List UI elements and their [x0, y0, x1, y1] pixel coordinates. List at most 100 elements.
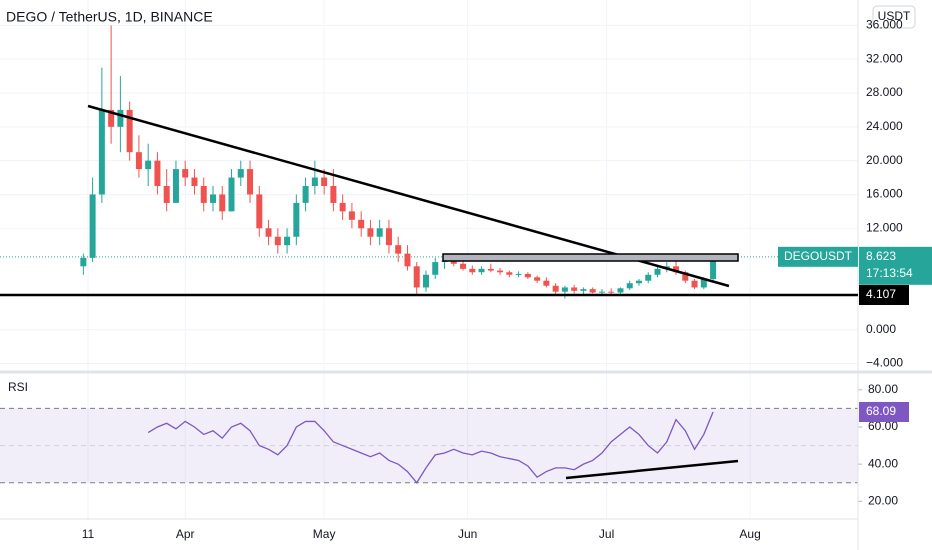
y-tick-label: 20.000 [866, 153, 903, 167]
x-tick-label: Jul [599, 527, 614, 541]
resistance-zone [442, 253, 739, 262]
candle-body [98, 109, 105, 195]
rsi-pane [0, 389, 862, 502]
candle-body [673, 266, 680, 273]
candle-body [367, 228, 374, 237]
candle-body [413, 266, 420, 288]
candle-body [589, 289, 596, 293]
candle-body [543, 280, 550, 286]
price-tag [859, 246, 932, 285]
candle-body [645, 274, 652, 281]
rsi-tag [859, 401, 909, 422]
candle-body [487, 268, 494, 271]
candle-body [422, 274, 429, 288]
rsi-tick-label: 60.00 [868, 419, 898, 433]
x-tick-label: May [313, 527, 336, 541]
candle-body [710, 257, 717, 279]
y-tick-label: 16.000 [866, 187, 903, 201]
candle-body [126, 109, 133, 153]
y-tick-label: 12.000 [866, 220, 903, 234]
chart-title: DEGO / TetherUS, 1D, BINANCE [6, 9, 213, 25]
candle-body [265, 228, 272, 237]
y-tick-label: 0.000 [866, 322, 896, 336]
candles [80, 25, 717, 299]
candle-body [617, 288, 624, 293]
candle-body [506, 272, 513, 275]
candle-body [321, 177, 328, 186]
candle-body [247, 169, 254, 195]
candle-body [598, 291, 605, 293]
candle-body [237, 169, 244, 178]
candle-body [376, 228, 383, 237]
candle-body [654, 268, 661, 275]
candle-body [330, 186, 337, 203]
rsi-tick-label: 20.00 [868, 493, 898, 507]
candle-body [135, 152, 142, 170]
candle-body [460, 263, 467, 269]
candle-body [302, 186, 309, 203]
x-tick-label: Jun [458, 527, 477, 541]
candle-body [358, 219, 365, 229]
candle-body [163, 186, 170, 203]
candle-body [552, 285, 559, 292]
candle-body [571, 287, 578, 291]
currency-label: USDT [878, 9, 911, 23]
candle-body [293, 202, 300, 237]
candle-body [228, 177, 235, 212]
candle-body [478, 268, 485, 273]
countdown-label: 17:13:54 [866, 266, 913, 280]
candle-body [469, 268, 476, 273]
rsi-line [147, 411, 714, 484]
candle-body [219, 194, 226, 212]
candle-body [700, 279, 707, 288]
currency-button[interactable] [872, 5, 916, 29]
x-tick-label: Apr [176, 527, 195, 541]
y-tick-label: −4.000 [866, 356, 903, 370]
candle-body [256, 194, 263, 229]
candle-body [395, 245, 402, 254]
support-label: 4.107 [866, 287, 896, 301]
candle-body [635, 280, 642, 284]
candle-body [534, 277, 541, 281]
candle-body [182, 169, 189, 178]
candle-body [348, 211, 355, 220]
candle-body [691, 280, 698, 288]
candle-body [311, 177, 318, 186]
candle-body [89, 194, 96, 258]
y-tick-label: 24.000 [866, 119, 903, 133]
candle-body [515, 273, 522, 275]
candle-body [626, 283, 633, 289]
candle-body [145, 160, 152, 170]
candle-body [580, 289, 587, 291]
candle-body [108, 109, 115, 127]
support-tag [859, 285, 909, 306]
symbol-label: DEGOUSDT [784, 249, 853, 263]
candle-body [274, 236, 281, 246]
rsi-title: RSI [8, 380, 28, 394]
rsi-trend-line [565, 459, 739, 480]
candle-body [80, 257, 87, 267]
x-tick-label: Aug [739, 527, 760, 541]
y-tick-label: 32.000 [866, 51, 903, 65]
candle-body [339, 202, 346, 212]
candle-body [432, 262, 439, 275]
candle-body [200, 186, 207, 203]
last-price-label: 8.623 [866, 249, 896, 263]
candle-body [682, 272, 689, 281]
y-tick-label: 28.000 [866, 85, 903, 99]
rsi-tick-label: 40.00 [868, 456, 898, 470]
candle-body [191, 177, 198, 186]
candle-body [172, 169, 179, 203]
rsi-tick-label: 80.00 [868, 382, 898, 396]
x-tick-label: 11 [82, 527, 95, 541]
candle-body [385, 228, 392, 246]
candle-body [284, 236, 291, 246]
candle-body [497, 270, 504, 273]
candle-body [561, 287, 568, 292]
candle-body [404, 253, 411, 267]
candle-body [209, 194, 216, 203]
symbol-tag [778, 246, 858, 267]
y-tick-label: 36.000 [866, 18, 903, 32]
